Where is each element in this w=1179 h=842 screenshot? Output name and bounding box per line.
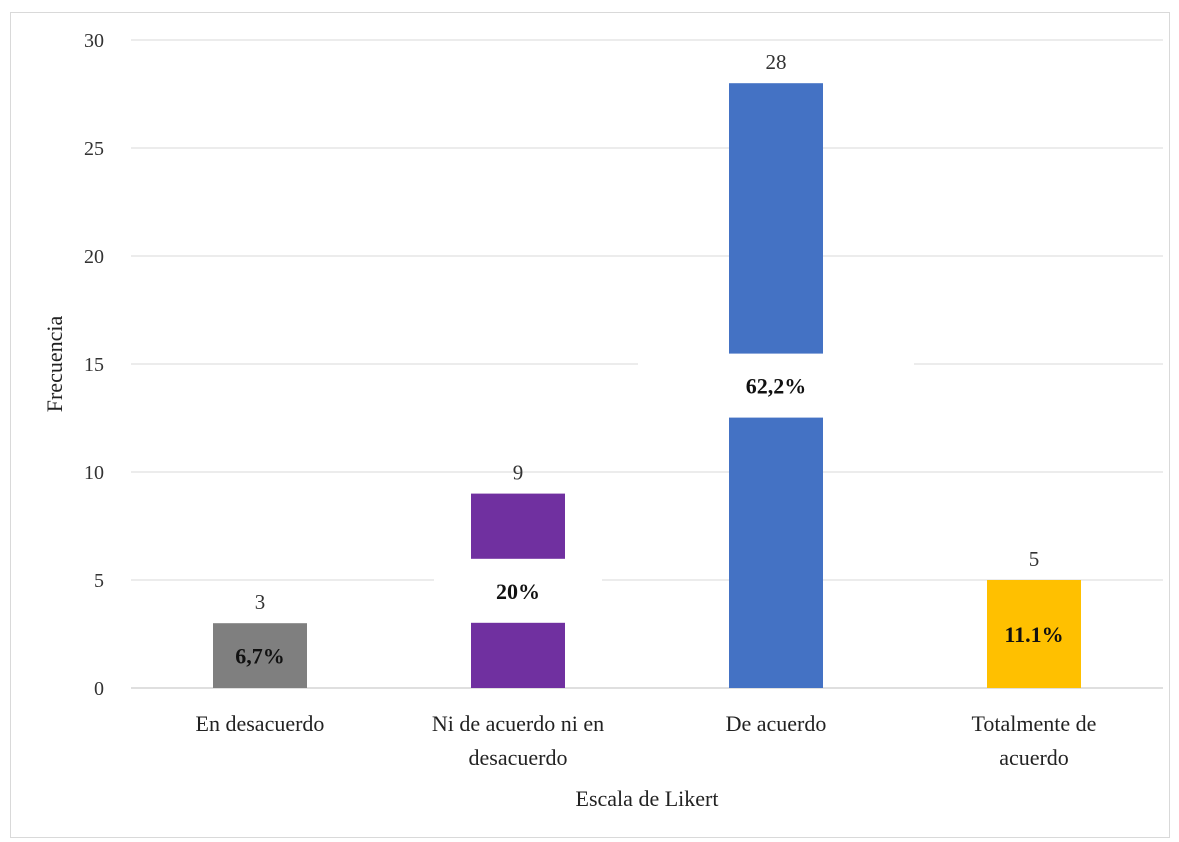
y-tick-label: 30 bbox=[84, 30, 104, 52]
bar bbox=[987, 580, 1081, 688]
x-category-label: Totalmente de bbox=[972, 711, 1097, 736]
y-tick-label: 25 bbox=[84, 138, 104, 160]
x-axis-label: Escala de Likert bbox=[576, 786, 719, 811]
percent-label-band bbox=[638, 353, 914, 418]
x-category-label: desacuerdo bbox=[469, 745, 568, 770]
x-category-label: Ni de acuerdo ni en bbox=[432, 711, 604, 736]
x-category-label: De acuerdo bbox=[726, 711, 827, 736]
percent-label: 6,7% bbox=[235, 644, 285, 669]
x-axis-categories: En desacuerdo Ni de acuerdo ni en desacuer… bbox=[196, 711, 1097, 770]
y-tick-label: 20 bbox=[84, 246, 104, 268]
x-category-label: acuerdo bbox=[999, 745, 1069, 770]
value-labels: 3 6,7% 9 20% 28 62,2% 5 11.1% bbox=[235, 50, 1063, 668]
percent-label: 62,2% bbox=[746, 374, 807, 399]
bar bbox=[213, 623, 307, 688]
percent-label: 20% bbox=[496, 579, 540, 604]
y-tick-label: 5 bbox=[94, 570, 104, 592]
y-tick-label: 0 bbox=[94, 678, 104, 700]
y-axis-ticks: 0 5 10 15 20 25 30 bbox=[84, 30, 104, 700]
y-tick-label: 10 bbox=[84, 462, 104, 484]
percent-label: 11.1% bbox=[1004, 622, 1063, 647]
y-tick-label: 15 bbox=[84, 354, 104, 376]
x-category-label: En desacuerdo bbox=[196, 711, 325, 736]
value-label: 5 bbox=[1029, 547, 1040, 571]
value-label: 3 bbox=[255, 590, 266, 614]
y-axis-label: Frecuencia bbox=[42, 316, 67, 413]
value-label: 28 bbox=[766, 50, 787, 74]
chart-frame bbox=[10, 12, 1170, 838]
value-label: 9 bbox=[513, 461, 524, 485]
percent-label-band bbox=[434, 558, 602, 623]
